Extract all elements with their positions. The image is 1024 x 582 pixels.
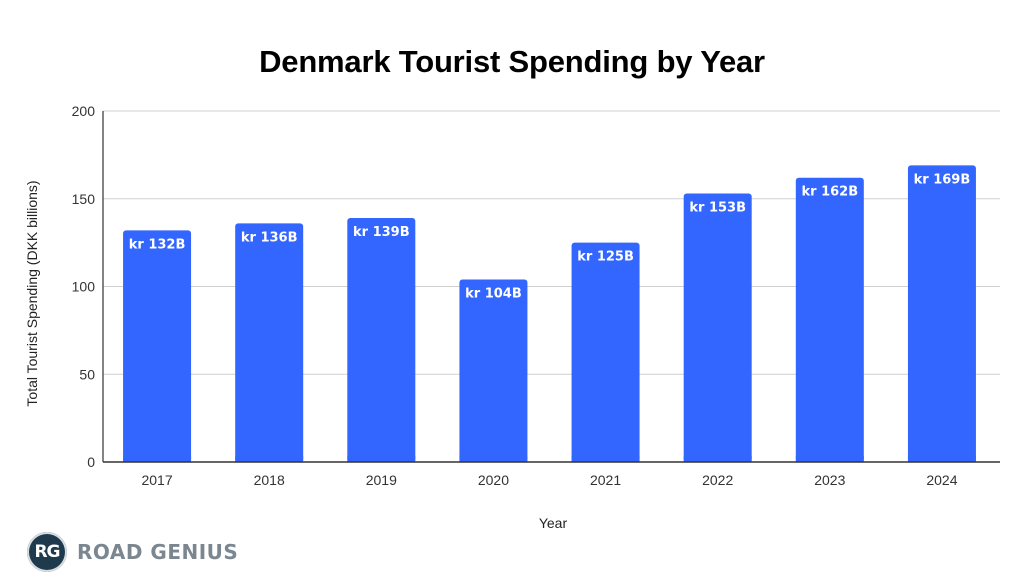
chart-title: Denmark Tourist Spending by Year	[259, 44, 765, 79]
logo-text: ROAD GENIUS	[77, 540, 239, 564]
bar	[683, 193, 752, 463]
x-axis-ticks: 2017 2018 2019 2020 2021 2022 2023 2024	[141, 472, 957, 488]
x-axis-title: Year	[539, 515, 568, 531]
x-tick-label: 2017	[141, 472, 172, 488]
data-label: kr 162B	[801, 185, 858, 200]
x-tick-label: 2018	[254, 472, 285, 488]
bar-base	[347, 456, 416, 462]
data-label: kr 139B	[353, 225, 410, 240]
x-tick-label: 2023	[814, 472, 845, 488]
x-tick-label: 2019	[366, 472, 397, 488]
logo-badge-icon: RG	[27, 532, 67, 572]
y-tick-label: 200	[72, 103, 96, 119]
x-tick-label: 2024	[926, 472, 957, 488]
data-label: kr 104B	[465, 286, 522, 301]
bar-base	[683, 456, 752, 462]
bars: kr 132B kr 136B kr 139B kr 104B kr 125B kr 15…	[123, 165, 976, 463]
y-axis-ticks: 0 50 100 150 200	[72, 103, 96, 470]
data-label: kr 153B	[689, 200, 746, 215]
bar	[123, 230, 192, 462]
y-axis-title: Total Tourist Spending (DKK billions)	[24, 180, 40, 406]
data-label: kr 136B	[241, 230, 298, 245]
bar	[235, 223, 304, 462]
x-tick-label: 2022	[702, 472, 733, 488]
bar	[907, 165, 976, 462]
bar-base	[907, 456, 976, 462]
bar	[795, 177, 864, 462]
x-tick-label: 2021	[590, 472, 621, 488]
logo-initials: RG	[34, 542, 60, 562]
bar-base	[235, 456, 304, 462]
y-tick-label: 0	[87, 454, 95, 470]
bar-base	[459, 456, 528, 462]
data-label: kr 125B	[577, 250, 634, 265]
bar-base	[795, 456, 864, 462]
data-label: kr 169B	[914, 172, 971, 187]
data-label: kr 132B	[129, 237, 186, 252]
bar-base	[123, 456, 192, 462]
bar	[459, 279, 528, 462]
y-tick-label: 100	[72, 279, 96, 295]
bar-base	[571, 456, 640, 462]
y-tick-label: 50	[79, 366, 95, 382]
bar	[347, 218, 416, 462]
x-tick-label: 2020	[478, 472, 509, 488]
bar	[571, 242, 640, 462]
y-tick-label: 150	[72, 191, 96, 207]
road-genius-logo: RG ROAD GENIUS	[27, 530, 238, 574]
